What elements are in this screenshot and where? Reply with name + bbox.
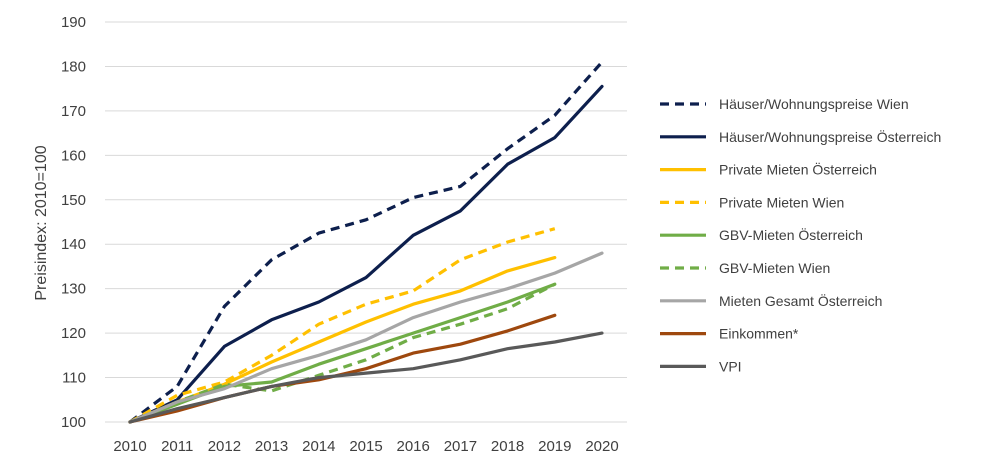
x-axis-ticks: 2010 2011 2012 2013 2014 2015 2016 2017 2018 2019… [113,438,618,455]
x-tick-label: 2012 [208,438,241,455]
y-tick-label: 130 [61,281,86,298]
series-line-6 [128,251,604,424]
series-lines [128,60,604,424]
legend-label: Häuser/Wohnungspreise Österreich [719,128,941,145]
series-line-8 [128,331,604,424]
x-tick-label: 2015 [349,438,382,455]
y-tick-label: 150 [61,192,86,209]
legend-label: Häuser/Wohnungspreise Wien [719,96,909,112]
x-tick-label: 2011 [161,438,193,455]
y-tick-label: 100 [61,414,86,431]
legend-label: GBV-Mieten Österreich [719,226,863,243]
y-tick-label: 170 [61,103,86,120]
legend-label: Private Mieten Österreich [719,161,877,178]
series-line-0 [129,60,604,424]
x-tick-label: 2020 [585,438,618,455]
series-line-5 [129,282,556,424]
y-tick-label: 190 [61,14,86,31]
x-tick-label: 2013 [255,438,288,455]
y-axis-title: Preisindex: 2010=100 [33,145,50,300]
legend: Häuser/Wohnungspreise Wien Häuser/Wohnung… [660,96,941,374]
x-tick-label: 2016 [397,438,430,455]
legend-label: Einkommen* [719,326,799,342]
y-axis-ticks: 100 110 120 130 140 150 160 170 180 190 [61,14,86,431]
x-tick-label: 2019 [538,438,571,455]
legend-label: Mieten Gesamt Österreich [719,292,882,309]
y-tick-label: 140 [61,236,86,253]
legend-label: Private Mieten Wien [719,194,844,210]
x-tick-label: 2014 [302,438,335,455]
y-tick-label: 180 [61,58,86,75]
gridlines [105,21,627,423]
legend-label: GBV-Mieten Wien [719,260,830,276]
y-tick-label: 110 [62,370,86,387]
x-tick-label: 2010 [113,438,146,455]
y-tick-label: 120 [61,325,86,342]
x-tick-label: 2017 [444,438,477,455]
series-line-3 [129,227,556,424]
y-tick-label: 160 [61,147,86,164]
x-tick-label: 2018 [491,438,524,455]
series-line-1 [128,84,604,424]
legend-label: VPI [719,358,742,374]
